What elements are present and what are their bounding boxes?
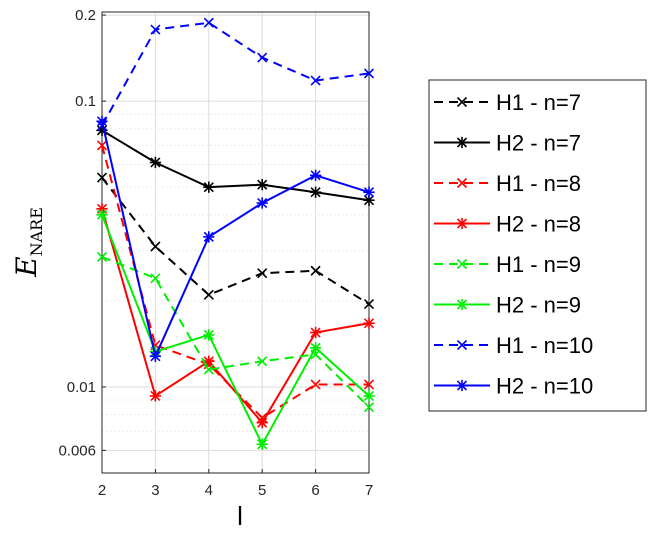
legend: H1 - n=7 H2 - n=7 H1 - n=8 H2 - n=8 H1 - n=9… <box>428 79 647 412</box>
data-point <box>96 140 108 151</box>
data-point <box>309 169 322 181</box>
data-point <box>256 179 268 191</box>
legend-item: H1 - n=10 <box>434 333 593 358</box>
legend-label: H2 - n=9 <box>496 293 581 318</box>
data-point <box>150 241 161 252</box>
x-tick-label: 2 <box>98 482 106 499</box>
y-tick-label: 0.1 <box>75 93 96 110</box>
series-line <box>101 256 370 408</box>
data-point <box>256 197 268 209</box>
data-point <box>310 379 321 390</box>
data-point <box>203 231 215 243</box>
data-point <box>149 350 162 362</box>
data-point <box>96 172 108 183</box>
data-point <box>456 136 468 149</box>
series-group <box>96 17 375 450</box>
legend-item: H2 - n=10 <box>434 374 593 399</box>
plot-area-frame <box>101 11 370 474</box>
data-point <box>363 402 375 413</box>
data-point <box>310 75 321 86</box>
legend-box <box>428 79 647 412</box>
y-tick-label: 0.2 <box>75 7 96 24</box>
data-point <box>96 209 108 221</box>
grid <box>101 12 370 474</box>
data-point <box>363 68 375 79</box>
series-line <box>101 208 370 425</box>
data-point <box>203 181 215 193</box>
legend-item: H1 - n=9 <box>434 252 581 277</box>
legend-label: H2 - n=10 <box>496 374 593 399</box>
data-point <box>363 379 375 390</box>
data-point <box>257 52 268 63</box>
y-ticks: 0.006 0.01 0.1 0.2 <box>58 7 106 459</box>
legend-item: H2 - n=7 <box>434 131 581 156</box>
series-h1-n-10 <box>96 17 375 131</box>
data-point <box>456 298 468 311</box>
data-point <box>150 273 161 284</box>
y-tick-label: 0.006 <box>58 442 96 459</box>
data-point <box>309 326 322 339</box>
x-axis-label: l <box>237 501 243 531</box>
series-line <box>101 129 370 202</box>
data-point <box>256 417 268 429</box>
y-axis-label-text: ENARE <box>10 207 46 278</box>
data-point <box>456 379 468 392</box>
data-point <box>363 317 375 329</box>
data-point <box>256 438 268 450</box>
data-point <box>203 289 214 300</box>
y-axis-label-main: E <box>10 256 43 277</box>
y-axis-label: ENARE <box>10 207 46 278</box>
legend-item: H2 - n=9 <box>434 293 581 318</box>
data-point <box>456 258 468 270</box>
legend-label: H2 - n=8 <box>496 212 581 237</box>
series-line <box>101 214 370 447</box>
x-tick-label: 6 <box>311 482 319 499</box>
series-h2-n-10 <box>96 115 375 362</box>
data-point <box>203 329 215 341</box>
x-tick-label: 3 <box>151 482 159 499</box>
data-point <box>309 186 322 198</box>
legend-label: H2 - n=7 <box>496 131 581 156</box>
data-point <box>150 24 161 35</box>
x-tick-label: 4 <box>205 482 213 499</box>
legend-label: H1 - n=8 <box>496 171 581 196</box>
data-point <box>257 356 268 367</box>
data-point <box>203 364 214 375</box>
data-point <box>149 390 162 402</box>
series-line <box>101 176 370 305</box>
data-point <box>310 265 321 276</box>
y-tick-label: 0.01 <box>67 379 96 396</box>
legend-item: H1 - n=8 <box>434 171 581 196</box>
series-line <box>101 21 370 127</box>
series-line <box>101 121 370 360</box>
series-h1-n-7 <box>96 172 375 310</box>
legend-label: H1 - n=10 <box>496 333 593 358</box>
data-point <box>96 251 108 263</box>
data-point <box>96 115 108 127</box>
x-tick-label: 5 <box>258 482 266 499</box>
data-point <box>309 342 322 354</box>
data-point <box>456 177 468 189</box>
series-h2-n-9 <box>96 209 375 450</box>
x-tick-label: 7 <box>365 482 373 499</box>
data-point <box>456 96 468 108</box>
y-axis-label-sub: NARE <box>27 207 46 256</box>
legend-label: H1 - n=9 <box>496 252 581 277</box>
data-point <box>363 390 375 402</box>
data-point <box>203 17 214 28</box>
data-point <box>456 339 468 351</box>
data-point <box>456 217 468 230</box>
legend-item: H2 - n=8 <box>434 212 581 237</box>
data-point <box>257 268 268 279</box>
x-ticks: 2 3 4 5 6 7 <box>98 469 373 499</box>
legend-item: H1 - n=7 <box>434 90 581 115</box>
data-point <box>149 156 162 169</box>
data-point <box>363 298 375 310</box>
series-h1-n-9 <box>96 251 375 413</box>
legend-label: H1 - n=7 <box>496 90 581 115</box>
data-point <box>363 186 375 198</box>
